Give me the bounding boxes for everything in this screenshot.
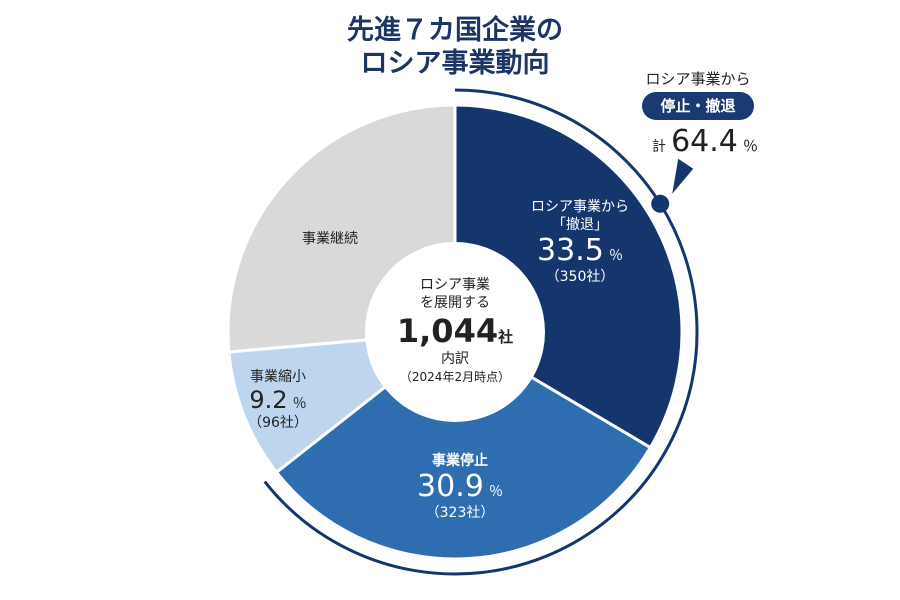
slice-value-reduce: 9.2: [249, 386, 288, 414]
slice-label-withdraw-line1: ロシア事業から: [531, 199, 629, 215]
slice-label-withdraw: ロシア事業から 「撤退」 33.5 ％ （350社）: [505, 198, 655, 286]
center-line2: を展開する: [420, 295, 490, 311]
callout-value: 64.4: [671, 124, 738, 159]
center-total-unit: 社: [498, 328, 514, 346]
center-label: ロシア事業 を展開する 1,044社 内訳 （2024年2月時点）: [375, 276, 535, 386]
slice-label-suspend: 事業停止 30.9 ％ （323社）: [385, 452, 535, 522]
slice-unit-suspend: ％: [488, 484, 503, 500]
callout-dot: [651, 194, 670, 213]
slice-value-suspend: 30.9: [417, 469, 484, 504]
slice-label-suspend-line1: 事業停止: [432, 453, 488, 469]
slice-unit-withdraw: ％: [608, 248, 623, 264]
callout-arc: [263, 88, 699, 576]
center-line3: 内訳: [441, 351, 469, 367]
slice-count-withdraw: （350社）: [545, 269, 615, 285]
center-hole: [365, 242, 545, 422]
chart-title-line1: 先進７カ国企業の: [347, 15, 563, 46]
center-note: （2024年2月時点）: [399, 370, 511, 384]
slice-unit-reduce: ％: [292, 396, 307, 412]
chart-title-line2: ロシア事業動向: [360, 48, 550, 79]
callout-pointer: [672, 158, 694, 194]
callout-total: 計 64.4 ％: [640, 124, 770, 160]
slice-count-suspend: （323社）: [425, 505, 495, 521]
slice-label-reduce: 事業縮小 9.2 ％ （96社）: [238, 368, 318, 432]
slice-value-withdraw: 33.5: [537, 233, 604, 268]
callout-line1: ロシア事業から: [645, 70, 751, 88]
slice-label-withdraw-line2: 「撤退」: [552, 217, 608, 233]
slice-label-reduce-line1: 事業縮小: [250, 369, 306, 385]
callout-badge: 停止・撤退: [642, 92, 754, 120]
callout-unit: ％: [742, 137, 758, 155]
slice-label-continue: 事業継続: [302, 231, 358, 247]
slice-count-reduce: （96社）: [248, 415, 308, 431]
callout-prefix: 計: [652, 139, 666, 155]
center-line1: ロシア事業: [420, 277, 490, 293]
center-total: 1,044: [396, 312, 499, 350]
slice-suspend: [274, 330, 653, 561]
